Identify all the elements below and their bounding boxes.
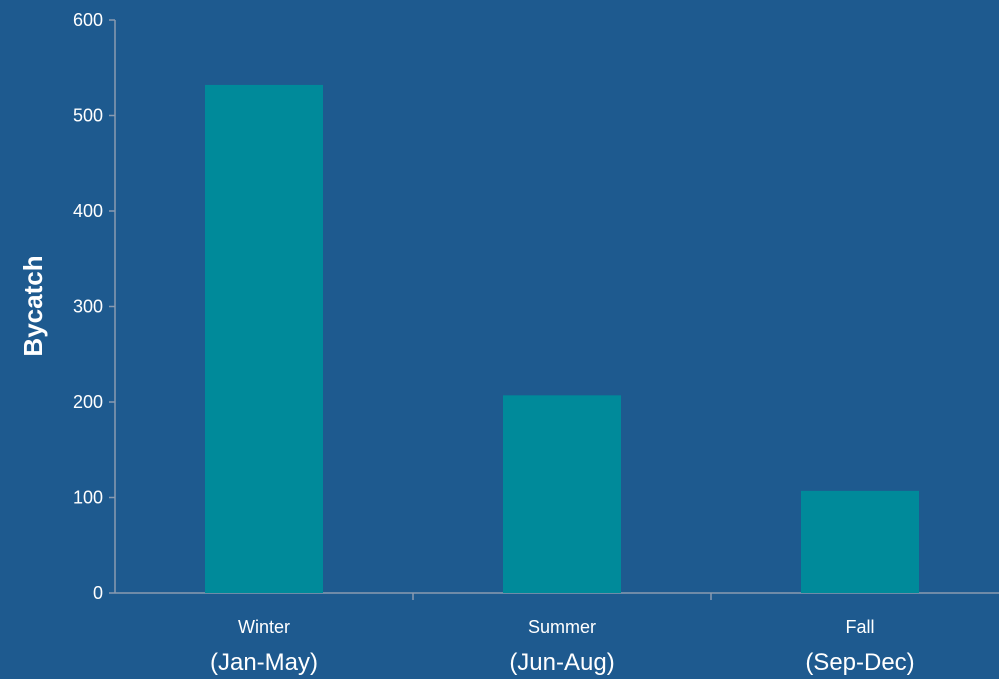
y-tick-label: 600 [73,10,103,30]
x-category-sublabel: (Jan-May) [210,649,318,676]
y-ticks: 0 100 200 300 400 500 600 [73,10,115,603]
y-tick-label: 400 [73,201,103,221]
x-category-label: Fall [845,617,874,637]
x-category-label: Summer [528,617,596,637]
bar-summer [503,395,621,593]
y-tick-label: 0 [93,583,103,603]
y-axis-title: Bycatch [18,255,48,356]
y-tick-label: 100 [73,488,103,508]
x-labels: Winter (Jan-May) Summer (Jun-Aug) Fall (Sep-D… [210,593,915,676]
bar-winter [205,84,323,593]
bar-fall [801,490,919,593]
y-tick-label: 500 [73,106,103,126]
y-tick-label: 300 [73,297,103,317]
x-category-sublabel: (Sep-Dec) [805,649,914,676]
y-tick-label: 200 [73,392,103,412]
bars [205,84,919,593]
x-category-label: Winter [238,617,290,637]
x-category-sublabel: (Jun-Aug) [509,649,614,676]
